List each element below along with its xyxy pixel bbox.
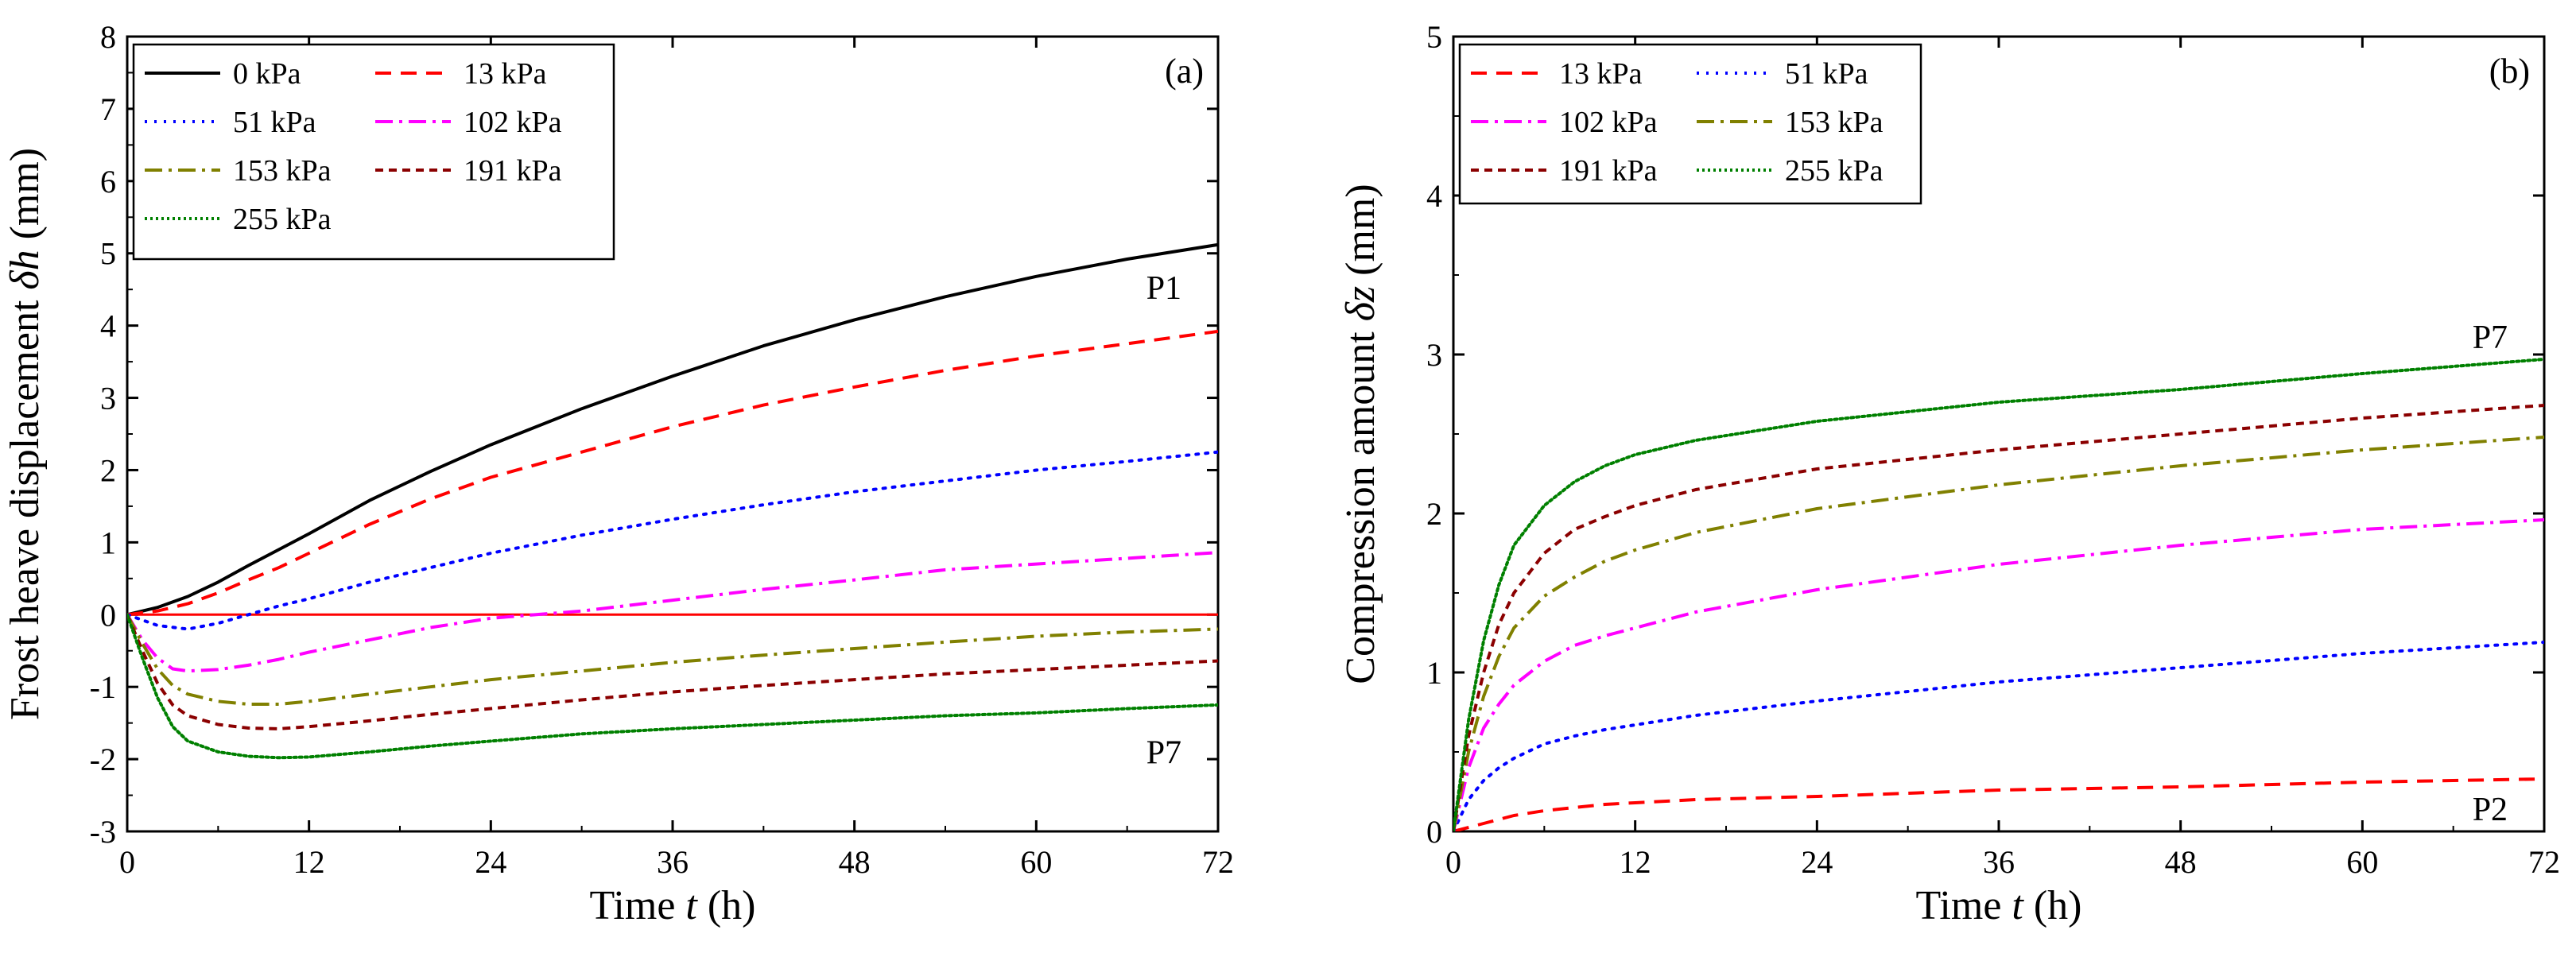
series-line-102-kpa: [1453, 518, 2544, 831]
series-line-153-kpa: [1453, 436, 2544, 831]
x-tick-label: 48: [2165, 844, 2197, 880]
curve-annotation: P7: [1146, 734, 1181, 771]
y-axis-title-b: Compression amount δz (mm): [1338, 184, 1383, 684]
legend-label: 0 kPa: [233, 57, 301, 91]
x-tick-label: 0: [119, 844, 135, 880]
x-tick-label: 48: [839, 844, 871, 880]
x-axis-title-unit: (h): [2023, 883, 2082, 928]
series-line-13-kpa: [127, 329, 1218, 617]
series-line-13-kpa: [1453, 777, 2544, 831]
legend-label: 102 kPa: [464, 106, 562, 139]
series-line-0-kpa: [127, 242, 1218, 617]
y-axis-title-var: δh: [2, 250, 48, 289]
legend-box-a: [132, 43, 615, 261]
y-tick-label: 0: [1426, 814, 1442, 850]
series-line-191-kpa: [1453, 404, 2544, 831]
y-axis-title-var: δz: [1338, 286, 1383, 321]
y-tick-label: 4: [1426, 178, 1442, 214]
x-tick-label: 36: [1983, 844, 2015, 880]
x-tick-label: 36: [657, 844, 689, 880]
y-tick-label: -1: [90, 669, 116, 705]
curve-annotation: P7: [2473, 320, 2508, 356]
y-tick-label: 2: [100, 452, 116, 488]
y-axis-title-text: Frost heave displacement: [2, 290, 48, 721]
y-axis-title-unit: (mm): [2, 148, 48, 250]
x-axis-title-b: Time t (h): [1915, 883, 2081, 928]
legend-label: 255 kPa: [233, 203, 332, 236]
y-axis-title-unit: (mm): [1338, 184, 1383, 286]
legend-label: 51 kPa: [233, 106, 316, 139]
y-tick-label: 5: [100, 236, 116, 272]
y-tick-label: 6: [100, 164, 116, 200]
series-line-51-kpa: [127, 450, 1218, 631]
x-axis-title-text: Time: [589, 883, 685, 928]
y-tick-label: 3: [1426, 337, 1442, 373]
x-tick-label: 24: [1801, 844, 1833, 880]
x-tick-label: 60: [2346, 844, 2378, 880]
x-tick-label: 0: [1445, 844, 1461, 880]
y-tick-label: 5: [1426, 19, 1442, 55]
legend-label: 51 kPa: [1785, 57, 1868, 91]
y-tick-label: 4: [100, 308, 116, 344]
legend-label: 191 kPa: [464, 154, 562, 188]
x-tick-label: 72: [2528, 844, 2560, 880]
legend-label: 153 kPa: [233, 154, 332, 188]
y-tick-label: -3: [90, 814, 116, 850]
panel-label-b: (b): [2489, 52, 2530, 91]
legend-label: 255 kPa: [1785, 154, 1884, 188]
x-axis-title-text: Time: [1915, 883, 2012, 928]
legend-label: 13 kPa: [1559, 57, 1643, 91]
series-line-51-kpa: [1453, 641, 2544, 831]
y-tick-label: 1: [1426, 655, 1442, 691]
legend-box-b: [1458, 43, 1922, 205]
y-tick-label: 1: [100, 525, 116, 560]
curve-annotation: P2: [2473, 792, 2508, 828]
x-tick-label: 24: [475, 844, 506, 880]
y-tick-label: 2: [1426, 496, 1442, 532]
x-tick-label: 72: [1202, 844, 1234, 880]
y-tick-label: 3: [100, 381, 116, 416]
curve-annotation: P1: [1146, 270, 1181, 307]
x-axis-title-a: Time t (h): [589, 883, 755, 928]
x-axis-title-var: t: [685, 883, 698, 928]
x-tick-label: 12: [293, 844, 325, 880]
series-line-255-kpa: [1453, 358, 2544, 831]
series-line-153-kpa: [127, 614, 1218, 706]
y-tick-label: -2: [90, 742, 116, 777]
panel-label-a: (a): [1165, 52, 1204, 91]
legend-label: 153 kPa: [1785, 106, 1884, 139]
y-tick-label: 0: [100, 597, 116, 633]
y-tick-label: 7: [100, 91, 116, 127]
x-axis-title-var: t: [2012, 883, 2024, 928]
y-axis-title-text: Compression amount: [1338, 321, 1383, 684]
series-line-255-kpa: [127, 613, 1218, 760]
x-tick-label: 12: [1620, 844, 1651, 880]
y-tick-label: 8: [100, 19, 116, 55]
x-tick-label: 60: [1020, 844, 1052, 880]
legend-label: 102 kPa: [1559, 106, 1658, 139]
series-group-a: [127, 242, 1218, 760]
legend-label: 191 kPa: [1559, 154, 1658, 188]
x-axis-title-unit: (h): [697, 883, 756, 928]
series-group-b: [1453, 358, 2544, 831]
legend-label: 13 kPa: [464, 57, 547, 91]
series-line-191-kpa: [127, 614, 1218, 730]
y-axis-title-a: Frost heave displacement δh (mm): [2, 148, 48, 720]
series-line-102-kpa: [127, 551, 1218, 673]
